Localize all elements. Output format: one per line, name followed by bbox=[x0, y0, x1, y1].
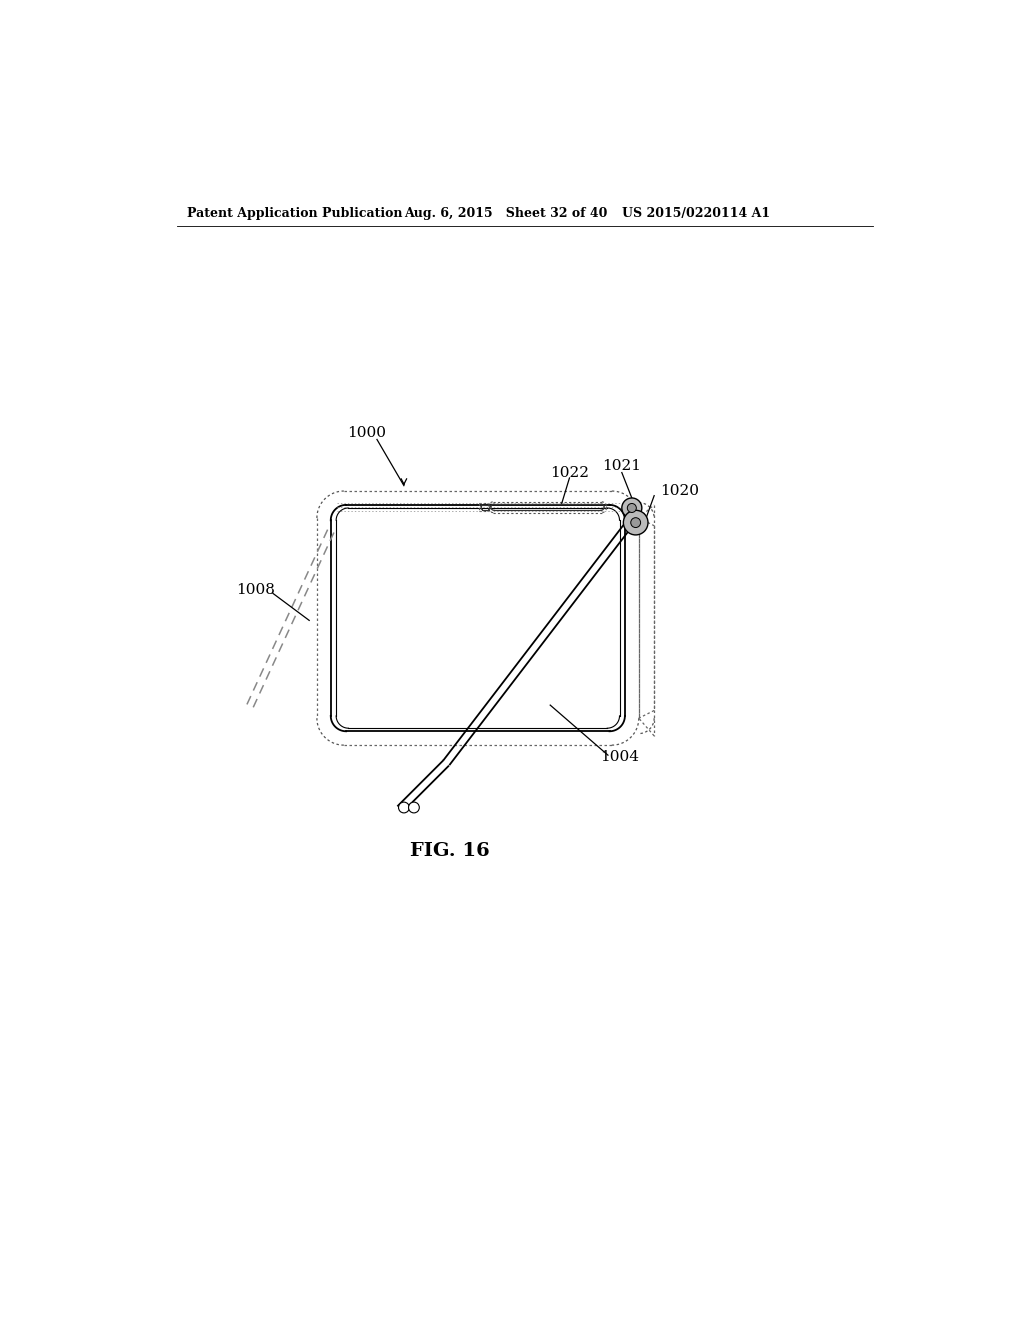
Text: 1004: 1004 bbox=[600, 751, 639, 764]
Circle shape bbox=[624, 511, 648, 535]
Circle shape bbox=[409, 803, 419, 813]
Circle shape bbox=[398, 803, 410, 813]
Circle shape bbox=[628, 503, 636, 512]
Text: Aug. 6, 2015   Sheet 32 of 40: Aug. 6, 2015 Sheet 32 of 40 bbox=[403, 207, 607, 220]
Circle shape bbox=[631, 517, 641, 528]
Text: 1021: 1021 bbox=[602, 459, 641, 474]
Text: FIG. 16: FIG. 16 bbox=[411, 842, 490, 861]
Text: 1020: 1020 bbox=[660, 484, 699, 498]
Text: 1008: 1008 bbox=[236, 582, 274, 597]
Text: US 2015/0220114 A1: US 2015/0220114 A1 bbox=[622, 207, 770, 220]
Text: 1000: 1000 bbox=[347, 425, 386, 440]
Text: 1022: 1022 bbox=[550, 466, 589, 479]
Text: Patent Application Publication: Patent Application Publication bbox=[186, 207, 402, 220]
Circle shape bbox=[622, 498, 642, 517]
